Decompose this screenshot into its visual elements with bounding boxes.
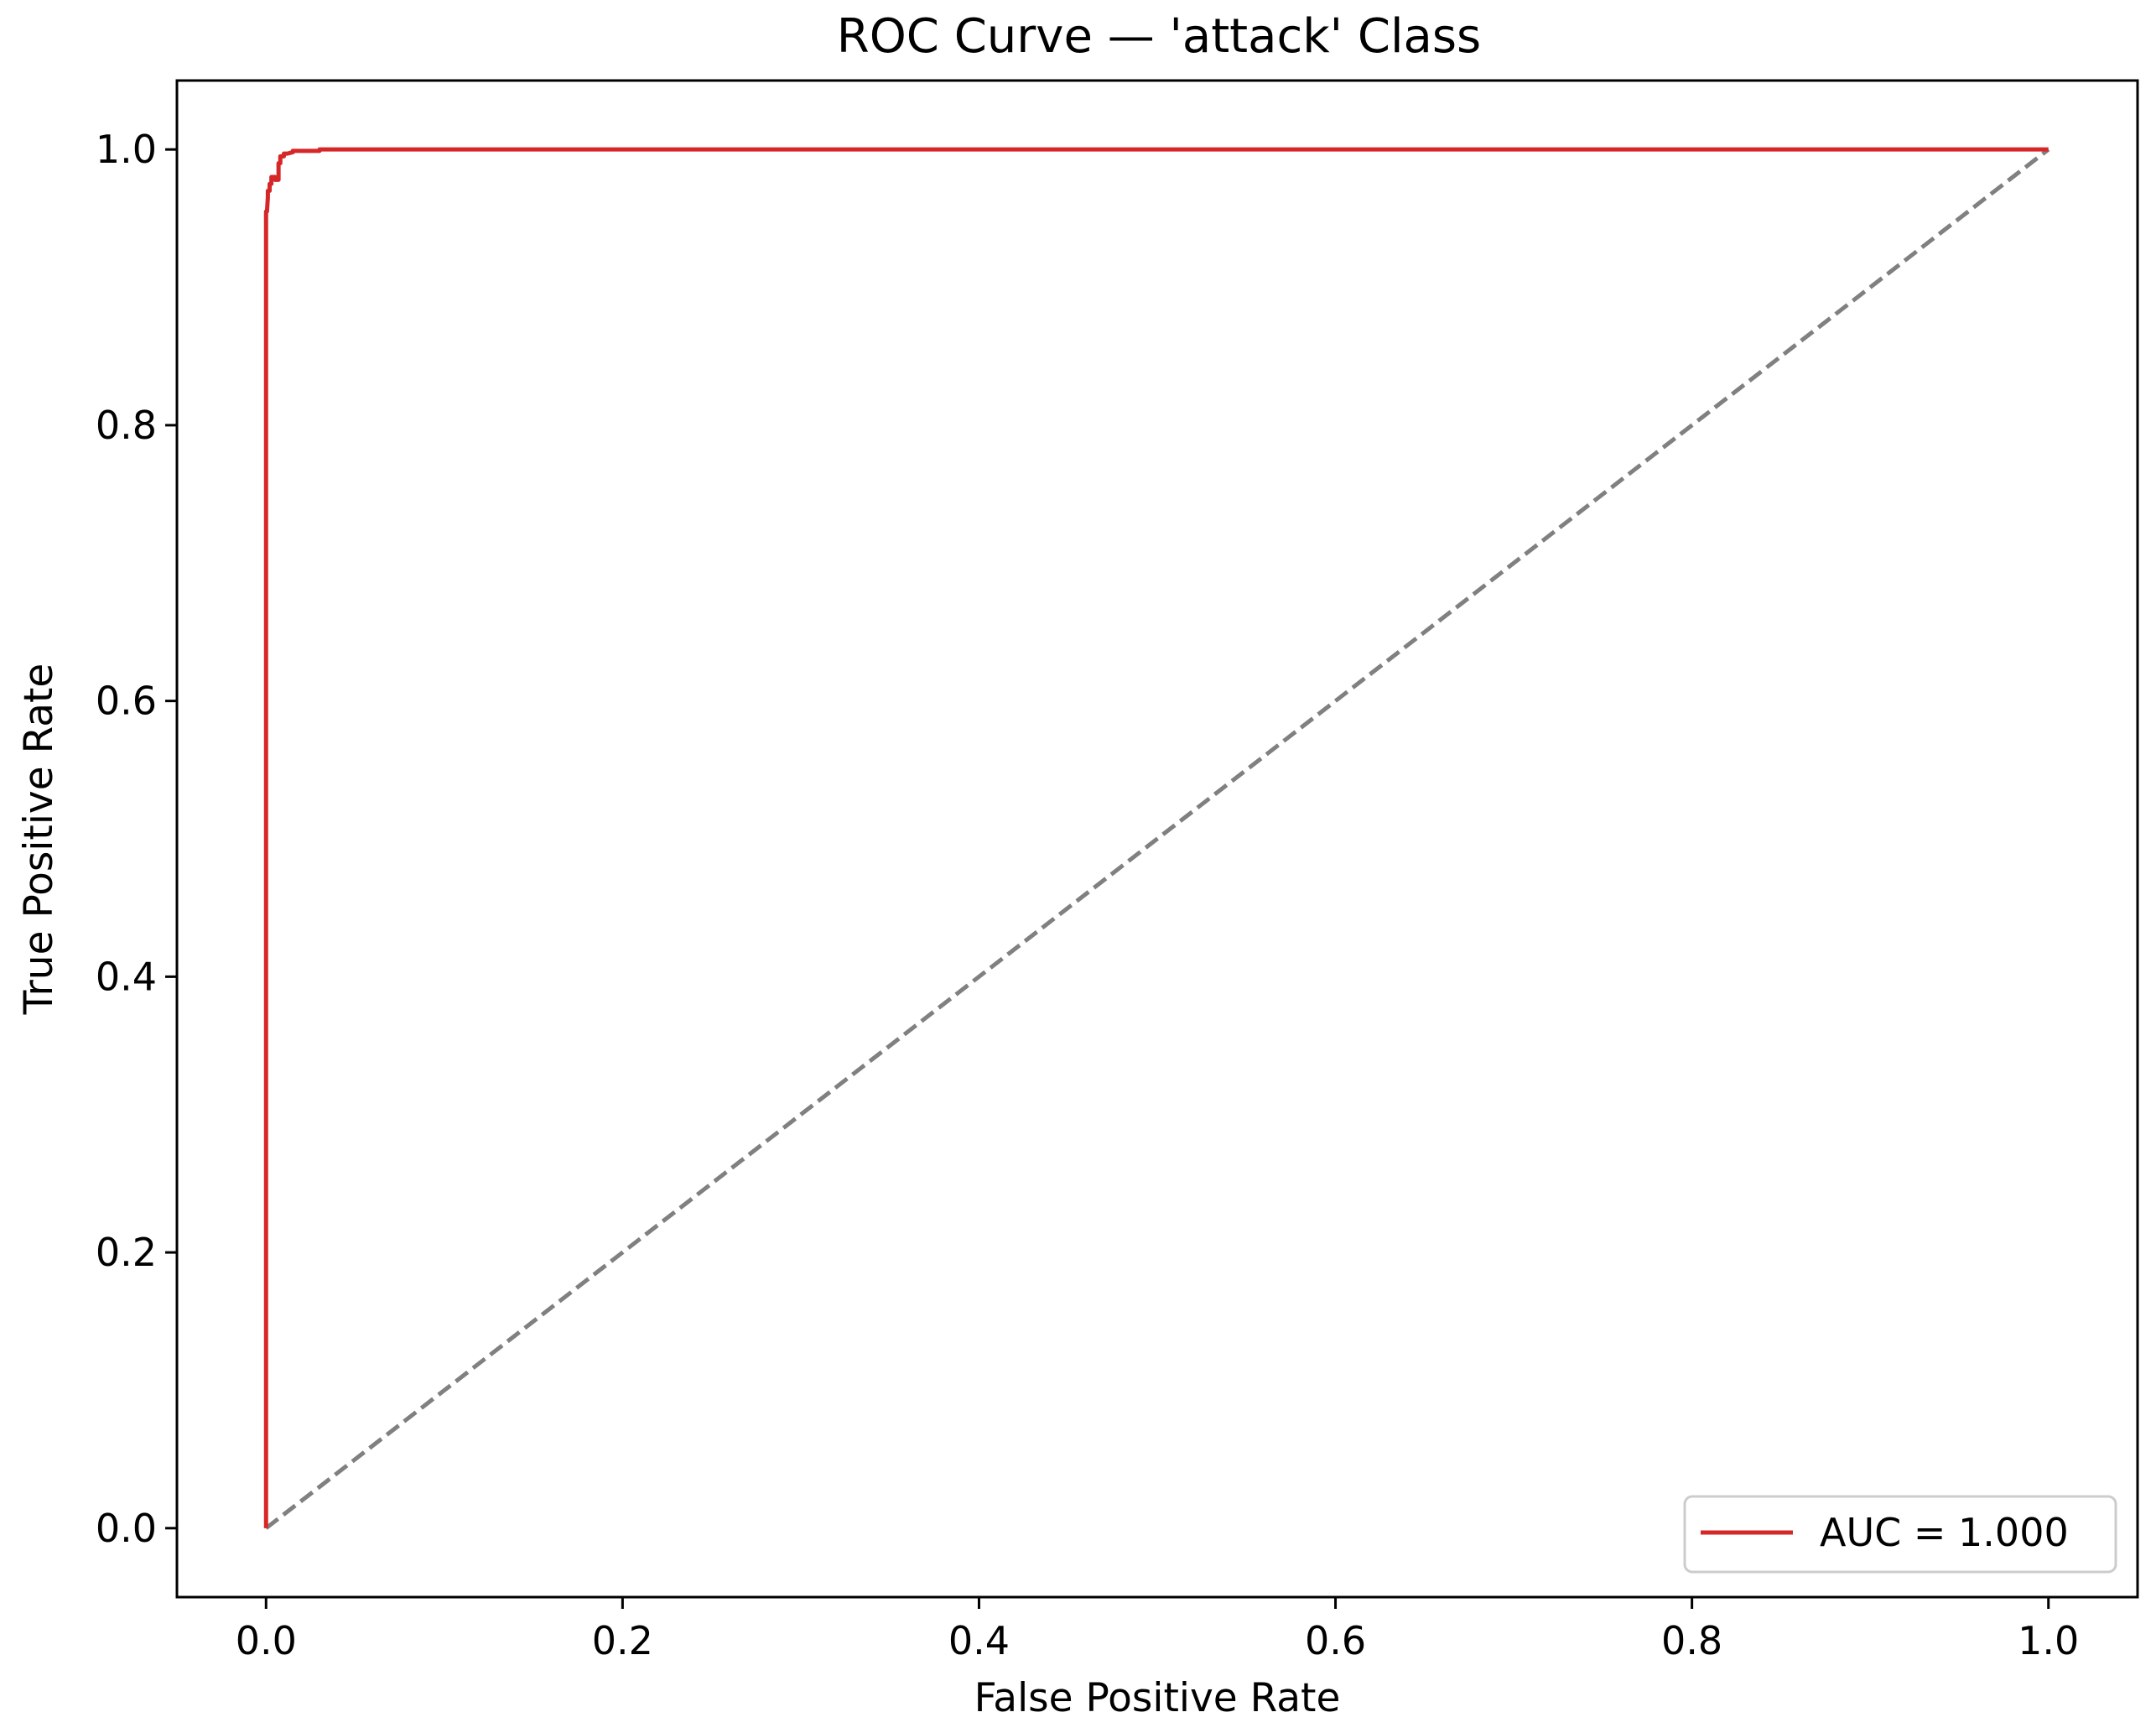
x-tick-label: 0.2 (592, 1618, 653, 1663)
x-tick-label: 0.6 (1305, 1618, 1366, 1663)
x-tick-label: 0.0 (236, 1618, 297, 1663)
plot-area (175, 79, 2139, 1599)
x-tick-label: 0.8 (1661, 1618, 1722, 1663)
series-layer (263, 147, 2050, 1530)
x-tick-label: 0.4 (948, 1618, 1010, 1663)
y-tick-label: 0.0 (96, 1506, 157, 1551)
roc-curve-line (263, 147, 2049, 1528)
x-tick-label: 1.0 (2018, 1618, 2079, 1663)
chart-title: ROC Curve — 'attack' Class (837, 9, 1481, 64)
y-tick-label: 0.6 (96, 679, 157, 724)
x-axis-label: False Positive Rate (974, 1675, 1341, 1721)
chance-diagonal-line (264, 148, 2050, 1530)
y-axis-label: True Positive Rate (16, 664, 62, 1016)
x-axis: 0.0 0.2 0.4 0.6 0.8 1.0 (236, 1597, 2079, 1663)
y-tick-label: 1.0 (96, 127, 157, 172)
plot-frame (175, 79, 2139, 1599)
y-tick-label: 0.8 (96, 403, 157, 448)
y-axis: 0.0 0.2 0.4 0.6 0.8 1.0 (96, 127, 177, 1551)
y-tick-label: 0.2 (96, 1230, 157, 1275)
legend-box (1683, 1495, 2117, 1574)
y-tick-label: 0.4 (96, 954, 157, 999)
legend-label: AUC = 1.000 (1820, 1510, 2069, 1555)
legend: AUC = 1.000 (1683, 1495, 2117, 1574)
